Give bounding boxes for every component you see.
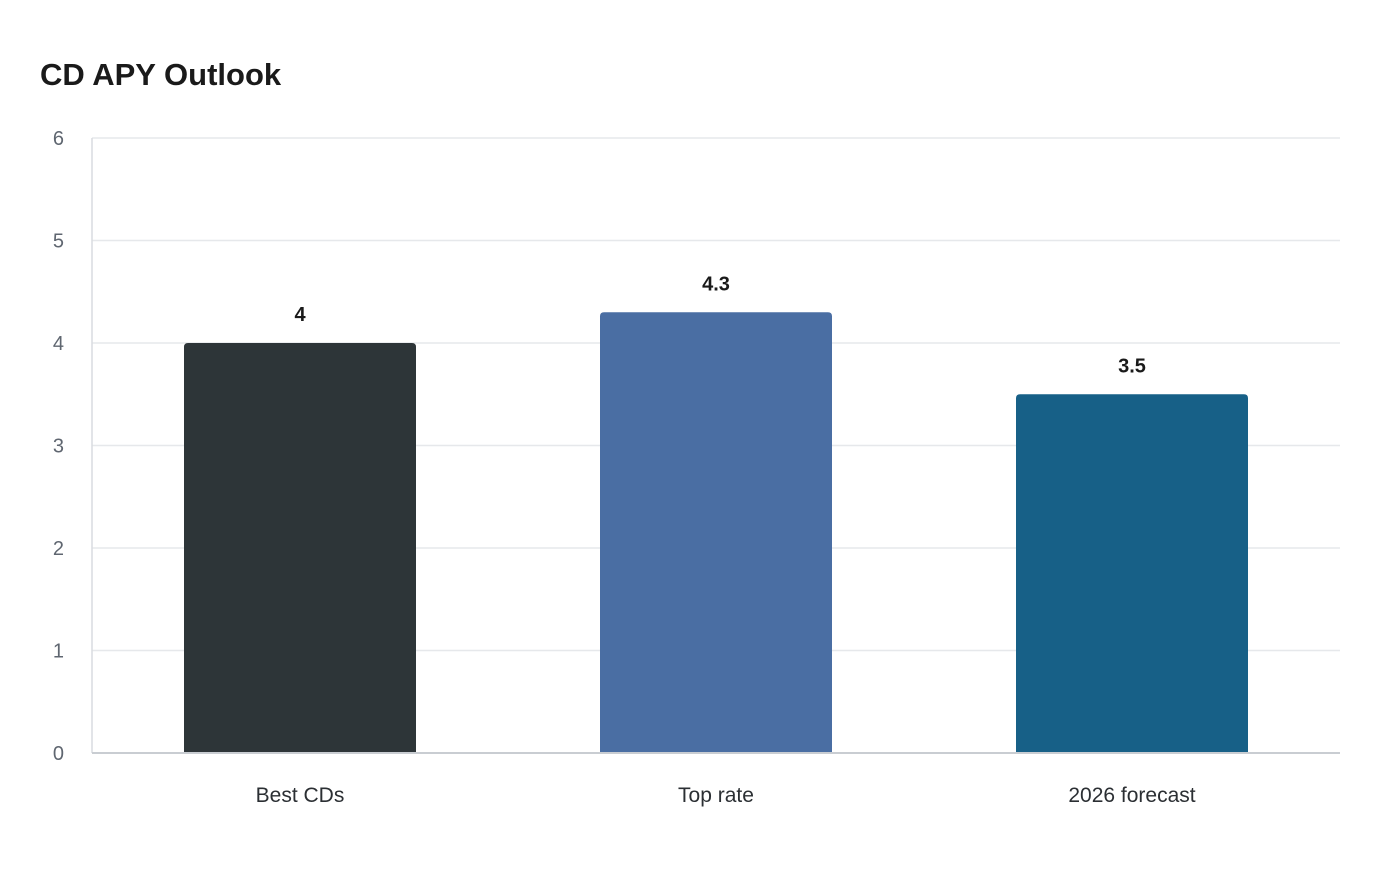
data-label: 3.5	[1118, 355, 1146, 377]
y-tick-label: 5	[53, 231, 64, 253]
y-tick-label: 3	[53, 436, 64, 458]
x-tick-label: Best CDs	[256, 784, 345, 807]
x-tick-label: 2026 forecast	[1068, 784, 1195, 807]
y-tick-label: 0	[53, 743, 64, 765]
y-axis: 0 1 2 3 4 5 6	[53, 128, 93, 765]
y-tick-label: 6	[53, 128, 64, 150]
bars: 4 4.3 3.5	[184, 273, 1248, 753]
bar-top-rate	[600, 312, 832, 753]
chart-title: CD APY Outlook	[40, 57, 282, 92]
bar-best-cds	[184, 343, 416, 753]
x-tick-label: Top rate	[678, 784, 754, 807]
x-axis: Best CDs Top rate 2026 forecast	[92, 752, 1340, 807]
y-tick-label: 1	[53, 641, 64, 663]
bar-2026-forecast	[1016, 394, 1248, 753]
data-label: 4	[294, 304, 306, 326]
y-tick-label: 4	[53, 333, 64, 355]
data-label: 4.3	[702, 273, 730, 295]
y-tick-label: 2	[53, 538, 64, 560]
